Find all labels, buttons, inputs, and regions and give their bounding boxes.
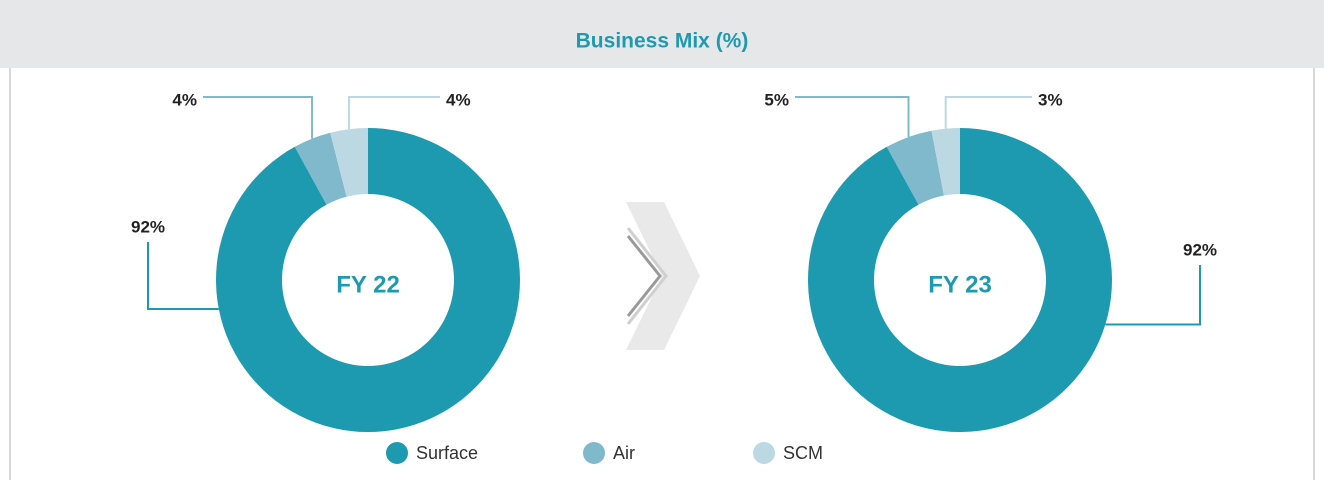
donut-slice [886, 130, 944, 205]
leader-line [1105, 265, 1201, 326]
leader-line [203, 96, 314, 139]
legend-label: SCM [783, 443, 823, 463]
donut-slice [294, 132, 347, 205]
value-label: 92% [131, 217, 165, 236]
center-label: FY 22 [336, 271, 400, 298]
legend-swatch [753, 442, 775, 464]
leader-line [795, 96, 910, 137]
donut-slice [808, 128, 1113, 433]
legend-label: Surface [416, 443, 478, 463]
leader-line [147, 242, 219, 311]
legend-swatch [386, 442, 408, 464]
header-bar [0, 0, 1324, 68]
value-label: 3% [1038, 90, 1063, 109]
arrow [626, 202, 700, 350]
legend-swatch [583, 442, 605, 464]
legend-label: Air [613, 443, 635, 463]
value-label: 92% [1183, 240, 1217, 259]
value-label: 4% [172, 90, 197, 109]
donut-slice [931, 128, 960, 196]
leader-line [347, 96, 440, 130]
leader-line [944, 96, 1032, 129]
center-label: FY 23 [928, 271, 992, 298]
value-label: 4% [446, 90, 471, 109]
donut-slice [215, 128, 520, 433]
donut-slice [330, 128, 368, 197]
value-label: 5% [764, 90, 789, 109]
chart-title: Business Mix (%) [576, 30, 749, 53]
